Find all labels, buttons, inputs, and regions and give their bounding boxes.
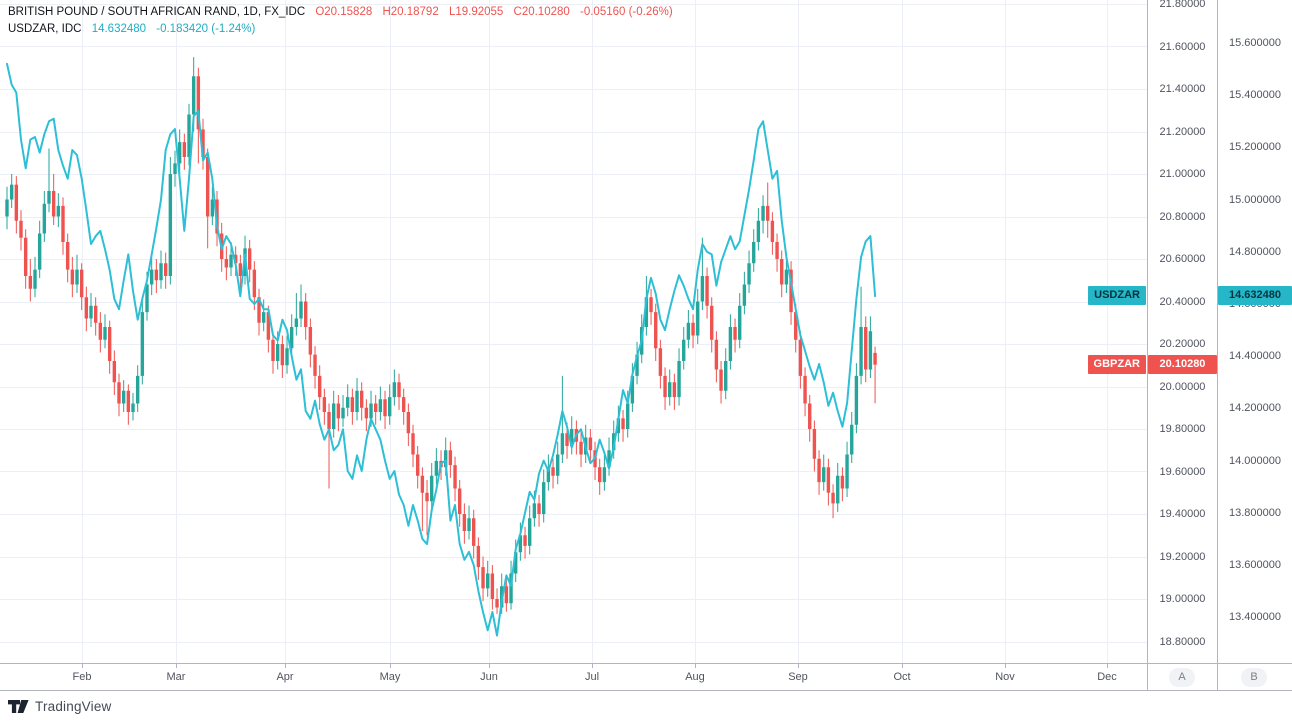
ohlc-high: H20.18792 <box>382 6 439 18</box>
usdzar-series-tag[interactable]: USDZAR <box>1088 286 1146 306</box>
legend-row-usdzar[interactable]: USDZAR, IDC 14.632480 -0.183420 (-1.24%) <box>8 21 673 38</box>
time-axis-label-oct: Oct <box>893 671 911 683</box>
usdzar-tick-label: 14.200000 <box>1229 402 1281 415</box>
overlay-change: -0.183420 (-1.24%) <box>156 23 256 35</box>
gbpzar-candles <box>5 57 877 614</box>
gbpzar-tick-label: 20.40000 <box>1159 295 1206 308</box>
ohlc-open: O20.15828 <box>315 6 373 18</box>
grid <box>0 0 1147 663</box>
daily-change: -0.05160 (-0.26%) <box>580 6 673 18</box>
gbpzar-tick-label: 20.20000 <box>1159 338 1206 350</box>
gbpzar-tick-label: 21.40000 <box>1159 83 1206 95</box>
axis-a-button[interactable]: A <box>1169 668 1195 687</box>
time-axis-tick <box>1107 664 1108 668</box>
time-axis[interactable]: A B Feb Mar Apr May Jun Jul Aug Sep Oct Nov Dec <box>0 663 1292 691</box>
time-axis-label-may: May <box>379 671 401 683</box>
gbpzar-tick-label: 19.00000 <box>1159 593 1206 605</box>
time-axis-label-mar: Mar <box>166 671 186 683</box>
usdzar-tick-label: 14.000000 <box>1229 454 1281 467</box>
overlay-value: 14.632480 <box>91 23 147 35</box>
time-axis-tick <box>285 664 286 668</box>
ohlc-close: C20.10280 <box>513 6 570 18</box>
gbpzar-tick-label: 19.40000 <box>1159 508 1206 520</box>
time-axis-label-feb: Feb <box>72 671 92 683</box>
legend: BRITISH POUND / SOUTH AFRICAN RAND, 1D, … <box>8 4 673 38</box>
time-axis-tick <box>798 664 799 668</box>
ohlc-low: L19.92055 <box>448 6 504 18</box>
gbpzar-series-tag[interactable]: GBPZAR <box>1087 355 1146 375</box>
time-axis-tick <box>1005 664 1006 668</box>
legend-row-gbpzar[interactable]: BRITISH POUND / SOUTH AFRICAN RAND, 1D, … <box>8 4 673 21</box>
time-axis-tick <box>902 664 903 668</box>
price-chart <box>0 0 1147 663</box>
gbpzar-tick-label: 19.20000 <box>1159 550 1206 563</box>
gbpzar-tick-label: 21.60000 <box>1159 40 1206 53</box>
time-axis-tick <box>390 664 391 668</box>
chart-canvas[interactable] <box>0 0 1147 663</box>
usdzar-overlay-line <box>6 62 877 637</box>
gbpzar-tick-label: 21.20000 <box>1159 125 1206 138</box>
symbol-title: BRITISH POUND / SOUTH AFRICAN RAND, 1D, … <box>8 6 306 18</box>
usdzar-tick-label: 15.600000 <box>1229 37 1281 49</box>
usdzar-tick-label: 13.800000 <box>1229 506 1281 519</box>
time-axis-tick <box>176 664 177 668</box>
usdzar-tick-label: 13.400000 <box>1229 611 1281 624</box>
footer: TradingView <box>0 692 1292 722</box>
time-axis-tick <box>82 664 83 668</box>
axis-b-button[interactable]: B <box>1241 668 1267 687</box>
price-axis-usdzar[interactable]: 15.600000 15.400000 15.200000 15.000000 14.8… <box>1217 0 1292 663</box>
usdzar-tick-label: 13.600000 <box>1229 559 1281 571</box>
gbpzar-tick-label: 20.60000 <box>1159 253 1206 265</box>
time-axis-label-jul: Jul <box>584 671 600 683</box>
gbpzar-tick-label: 19.80000 <box>1159 423 1206 435</box>
time-axis-tick <box>592 664 593 668</box>
price-axis-gbpzar[interactable]: 21.80000 21.60000 21.40000 21.20000 21.00000… <box>1147 0 1217 663</box>
time-axis-tick <box>695 664 696 668</box>
time-axis-label-nov: Nov <box>995 671 1015 683</box>
time-axis-label-apr: Apr <box>276 671 294 683</box>
gbpzar-last-price-tag: 20.10280 <box>1148 355 1217 375</box>
axis-separator <box>1147 664 1148 690</box>
time-axis-tick <box>489 664 490 668</box>
usdzar-tick-label: 14.800000 <box>1229 245 1281 258</box>
time-axis-label-jun: Jun <box>480 671 498 683</box>
usdzar-last-price-tag: 14.632480 <box>1218 286 1292 306</box>
gbpzar-tick-label: 21.00000 <box>1159 168 1206 180</box>
gbpzar-tick-label: 20.00000 <box>1159 380 1206 393</box>
usdzar-tick-label: 15.200000 <box>1229 141 1281 154</box>
time-axis-label-aug: Aug <box>685 671 705 683</box>
usdzar-tick-label: 15.000000 <box>1229 193 1281 206</box>
gbpzar-tick-label: 19.60000 <box>1159 465 1206 478</box>
gbpzar-tick-label: 21.80000 <box>1159 0 1206 10</box>
tradingview-logo-icon <box>8 700 29 713</box>
axis-separator <box>1217 664 1218 690</box>
overlay-symbol-title: USDZAR, IDC <box>8 23 82 35</box>
gbpzar-tick-label: 20.80000 <box>1159 210 1206 223</box>
gbpzar-tick-label: 18.80000 <box>1159 635 1206 648</box>
time-axis-label-dec: Dec <box>1097 671 1117 683</box>
usdzar-tick-label: 15.400000 <box>1229 89 1281 102</box>
tradingview-logo[interactable]: TradingView <box>8 699 112 714</box>
usdzar-tick-label: 14.400000 <box>1229 350 1281 363</box>
time-axis-label-sep: Sep <box>788 671 808 683</box>
brand-name: TradingView <box>35 699 112 714</box>
